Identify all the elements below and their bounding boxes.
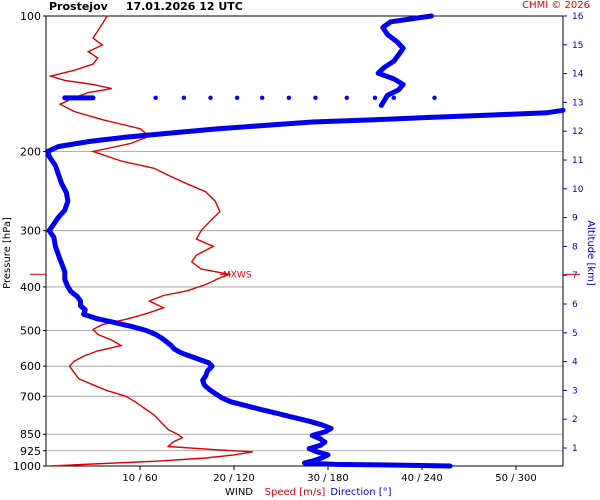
altitude-tick-label-3: 3 — [572, 386, 578, 396]
pressure-tick-label-1000: 1000 — [13, 460, 41, 473]
wind-axis-title: WIND — [225, 487, 253, 498]
altitude-tick-label-9: 9 — [572, 214, 578, 224]
direction-dot-7 — [344, 95, 349, 101]
wind-profile-series — [45, 13, 566, 469]
altitude-tick-label-13: 13 — [572, 98, 583, 108]
direction-profile-line — [45, 107, 566, 469]
mxws-label: MXWS — [223, 270, 252, 280]
pressure-tick-label-600: 600 — [20, 360, 41, 373]
wind-tick-label-2: 30 / 180 — [307, 473, 349, 484]
direction-axis-label: Direction [°] — [330, 487, 391, 498]
max-wind-annotation: MXWS — [30, 270, 580, 280]
pressure-tick-label-200: 200 — [20, 145, 41, 158]
altitude-tick-label-1: 1 — [572, 444, 578, 454]
altitude-tick-label-14: 14 — [572, 70, 584, 80]
altitude-tick-label-4: 4 — [572, 358, 578, 368]
sounding-datetime: 17.01.2026 12 UTC — [125, 0, 243, 13]
altitude-tick-label-5: 5 — [572, 329, 578, 339]
direction-dot-0 — [153, 95, 158, 101]
altitude-tick-label-10: 10 — [572, 185, 584, 195]
altitude-tick-label-12: 12 — [572, 127, 583, 137]
pressure-axis-label: Pressure [hPa] — [2, 217, 13, 289]
pressure-tick-label-850: 850 — [20, 428, 41, 441]
wind-tick-label-4: 50 / 300 — [495, 473, 537, 484]
altitude-tick-label-8: 8 — [572, 242, 578, 252]
wind-tick-label-3: 40 / 240 — [401, 473, 443, 484]
direction-dot-10 — [432, 95, 437, 101]
plot-border — [45, 15, 564, 467]
altitude-axis-label: Altitude [km] — [585, 220, 596, 286]
direction-dot-6 — [313, 95, 318, 101]
station-name: Prostejov — [49, 0, 108, 13]
direction-dot-8 — [372, 95, 378, 101]
direction-upper-line — [375, 13, 434, 108]
chart-title: Prostejov 17.01.2026 12 UTC — [49, 0, 243, 13]
direction-dot-2 — [208, 95, 213, 101]
pressure-tick-label-100: 100 — [20, 10, 41, 23]
altitude-tick-label-15: 15 — [572, 41, 583, 51]
direction-dot-4 — [260, 95, 265, 101]
pressure-tick-label-400: 400 — [20, 281, 41, 294]
wind-tick-label-1: 20 / 120 — [213, 473, 255, 484]
direction-dot-5 — [286, 95, 292, 101]
speed-profile-line — [48, 15, 253, 467]
speed-axis-label: Speed [m/s] — [265, 487, 326, 498]
altitude-tick-label-6: 6 — [572, 300, 578, 310]
altitude-tick-label-11: 11 — [572, 156, 583, 166]
altitude-tick-label-16: 16 — [572, 12, 584, 22]
pressure-tick-label-500: 500 — [20, 325, 41, 338]
plot-frame — [45, 15, 564, 467]
altitude-tick-label-7: 7 — [572, 271, 578, 281]
pressure-gridlines — [46, 151, 563, 452]
direction-dot-3 — [234, 95, 240, 101]
pressure-tick-label-925: 925 — [20, 445, 41, 458]
pressure-tick-label-700: 700 — [20, 390, 41, 403]
copyright-credit: CHMI © 2026 — [522, 0, 590, 11]
wind-tick-labels: 10 / 60 20 / 120 30 / 180 40 / 240 50 / 300 — [122, 466, 537, 484]
pressure-tick-labels: 100 200 300 400 500 600 700 850 925 1000 — [13, 10, 46, 473]
direction-dot-9 — [391, 95, 396, 101]
wind-tick-label-0: 10 / 60 — [122, 473, 157, 484]
altitude-tick-label-2: 2 — [572, 415, 578, 425]
direction-dot-1 — [181, 95, 187, 101]
pressure-tick-label-300: 300 — [20, 225, 41, 238]
